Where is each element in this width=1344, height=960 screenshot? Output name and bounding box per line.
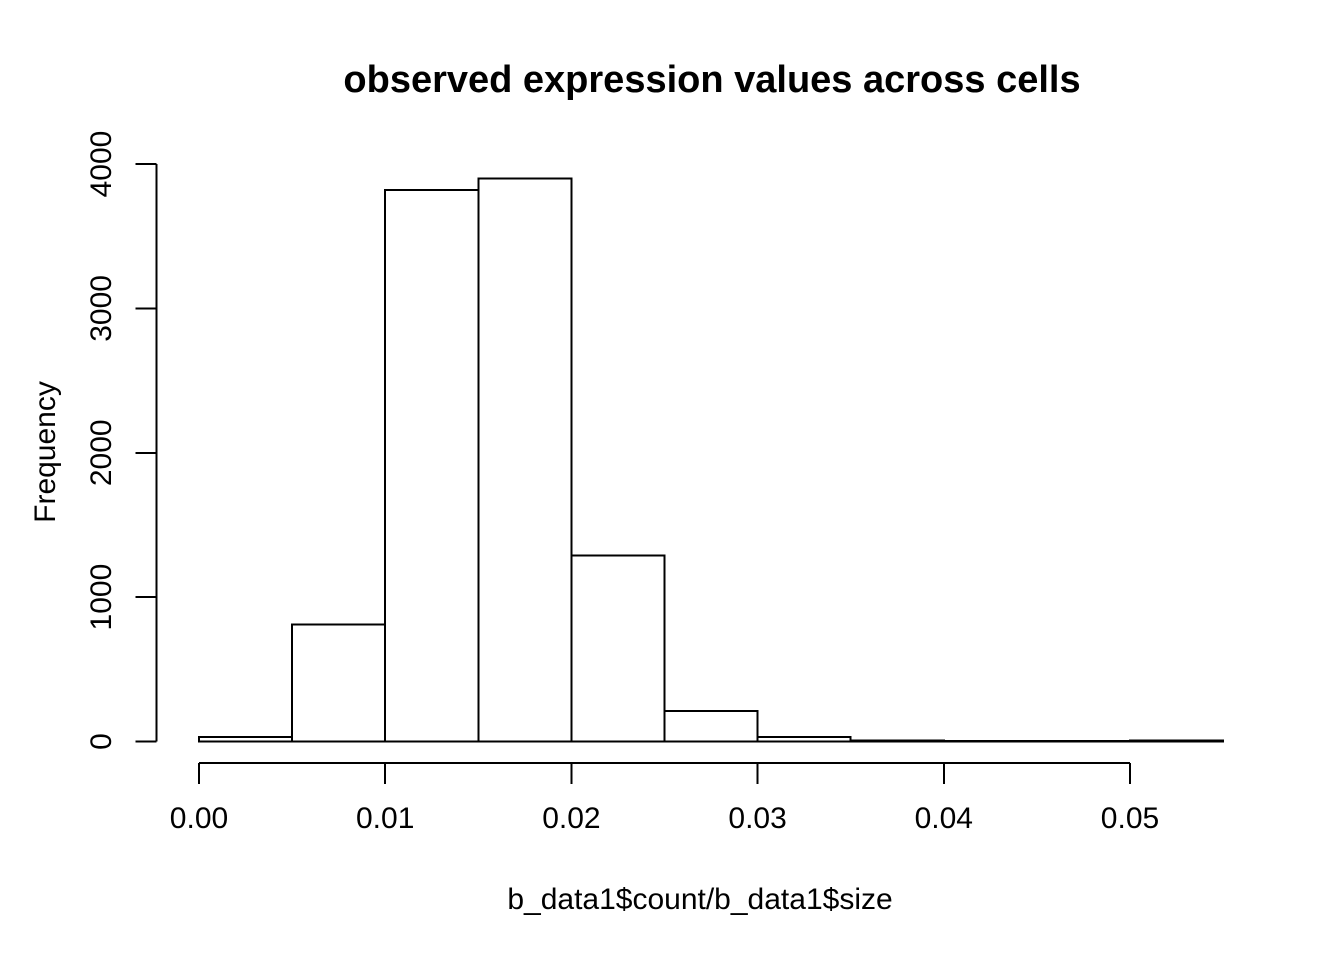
histogram-bar: [1129, 739, 1225, 743]
x-tick-label: 0.01: [356, 802, 414, 835]
x-axis: 0.00 0.01 0.02 0.03 0.04 0.05: [170, 762, 1159, 835]
x-tick-label: 0.00: [170, 802, 228, 835]
x-tick-label: 0.02: [542, 802, 600, 835]
chart-title: observed expression values across cells: [343, 59, 1081, 101]
y-axis: 0 1000 2000 3000 4000: [85, 131, 158, 750]
histogram-bar: [198, 736, 294, 743]
histogram-bar: [756, 736, 852, 743]
histogram-bars: [198, 177, 1225, 743]
histogram-bar: [849, 739, 945, 743]
histogram-bar: [384, 189, 480, 743]
x-tick-label: 0.04: [915, 802, 973, 835]
x-tick-label: 0.03: [728, 802, 786, 835]
y-tick-label: 3000: [85, 275, 118, 342]
y-tick-label: 4000: [85, 131, 118, 198]
histogram-bar: [1035, 739, 1132, 743]
histogram-bar: [291, 623, 387, 743]
histogram-bar: [942, 739, 1038, 743]
histogram-bar: [477, 177, 573, 743]
y-tick-label: 2000: [85, 419, 118, 486]
x-tick-label: 0.05: [1101, 802, 1159, 835]
y-tick-label: 1000: [85, 564, 118, 631]
y-tick-label: 0: [85, 733, 118, 750]
x-axis-label: b_data1$count/b_data1$size: [507, 883, 893, 916]
histogram-bar: [663, 710, 759, 743]
histogram-bar: [570, 554, 666, 743]
